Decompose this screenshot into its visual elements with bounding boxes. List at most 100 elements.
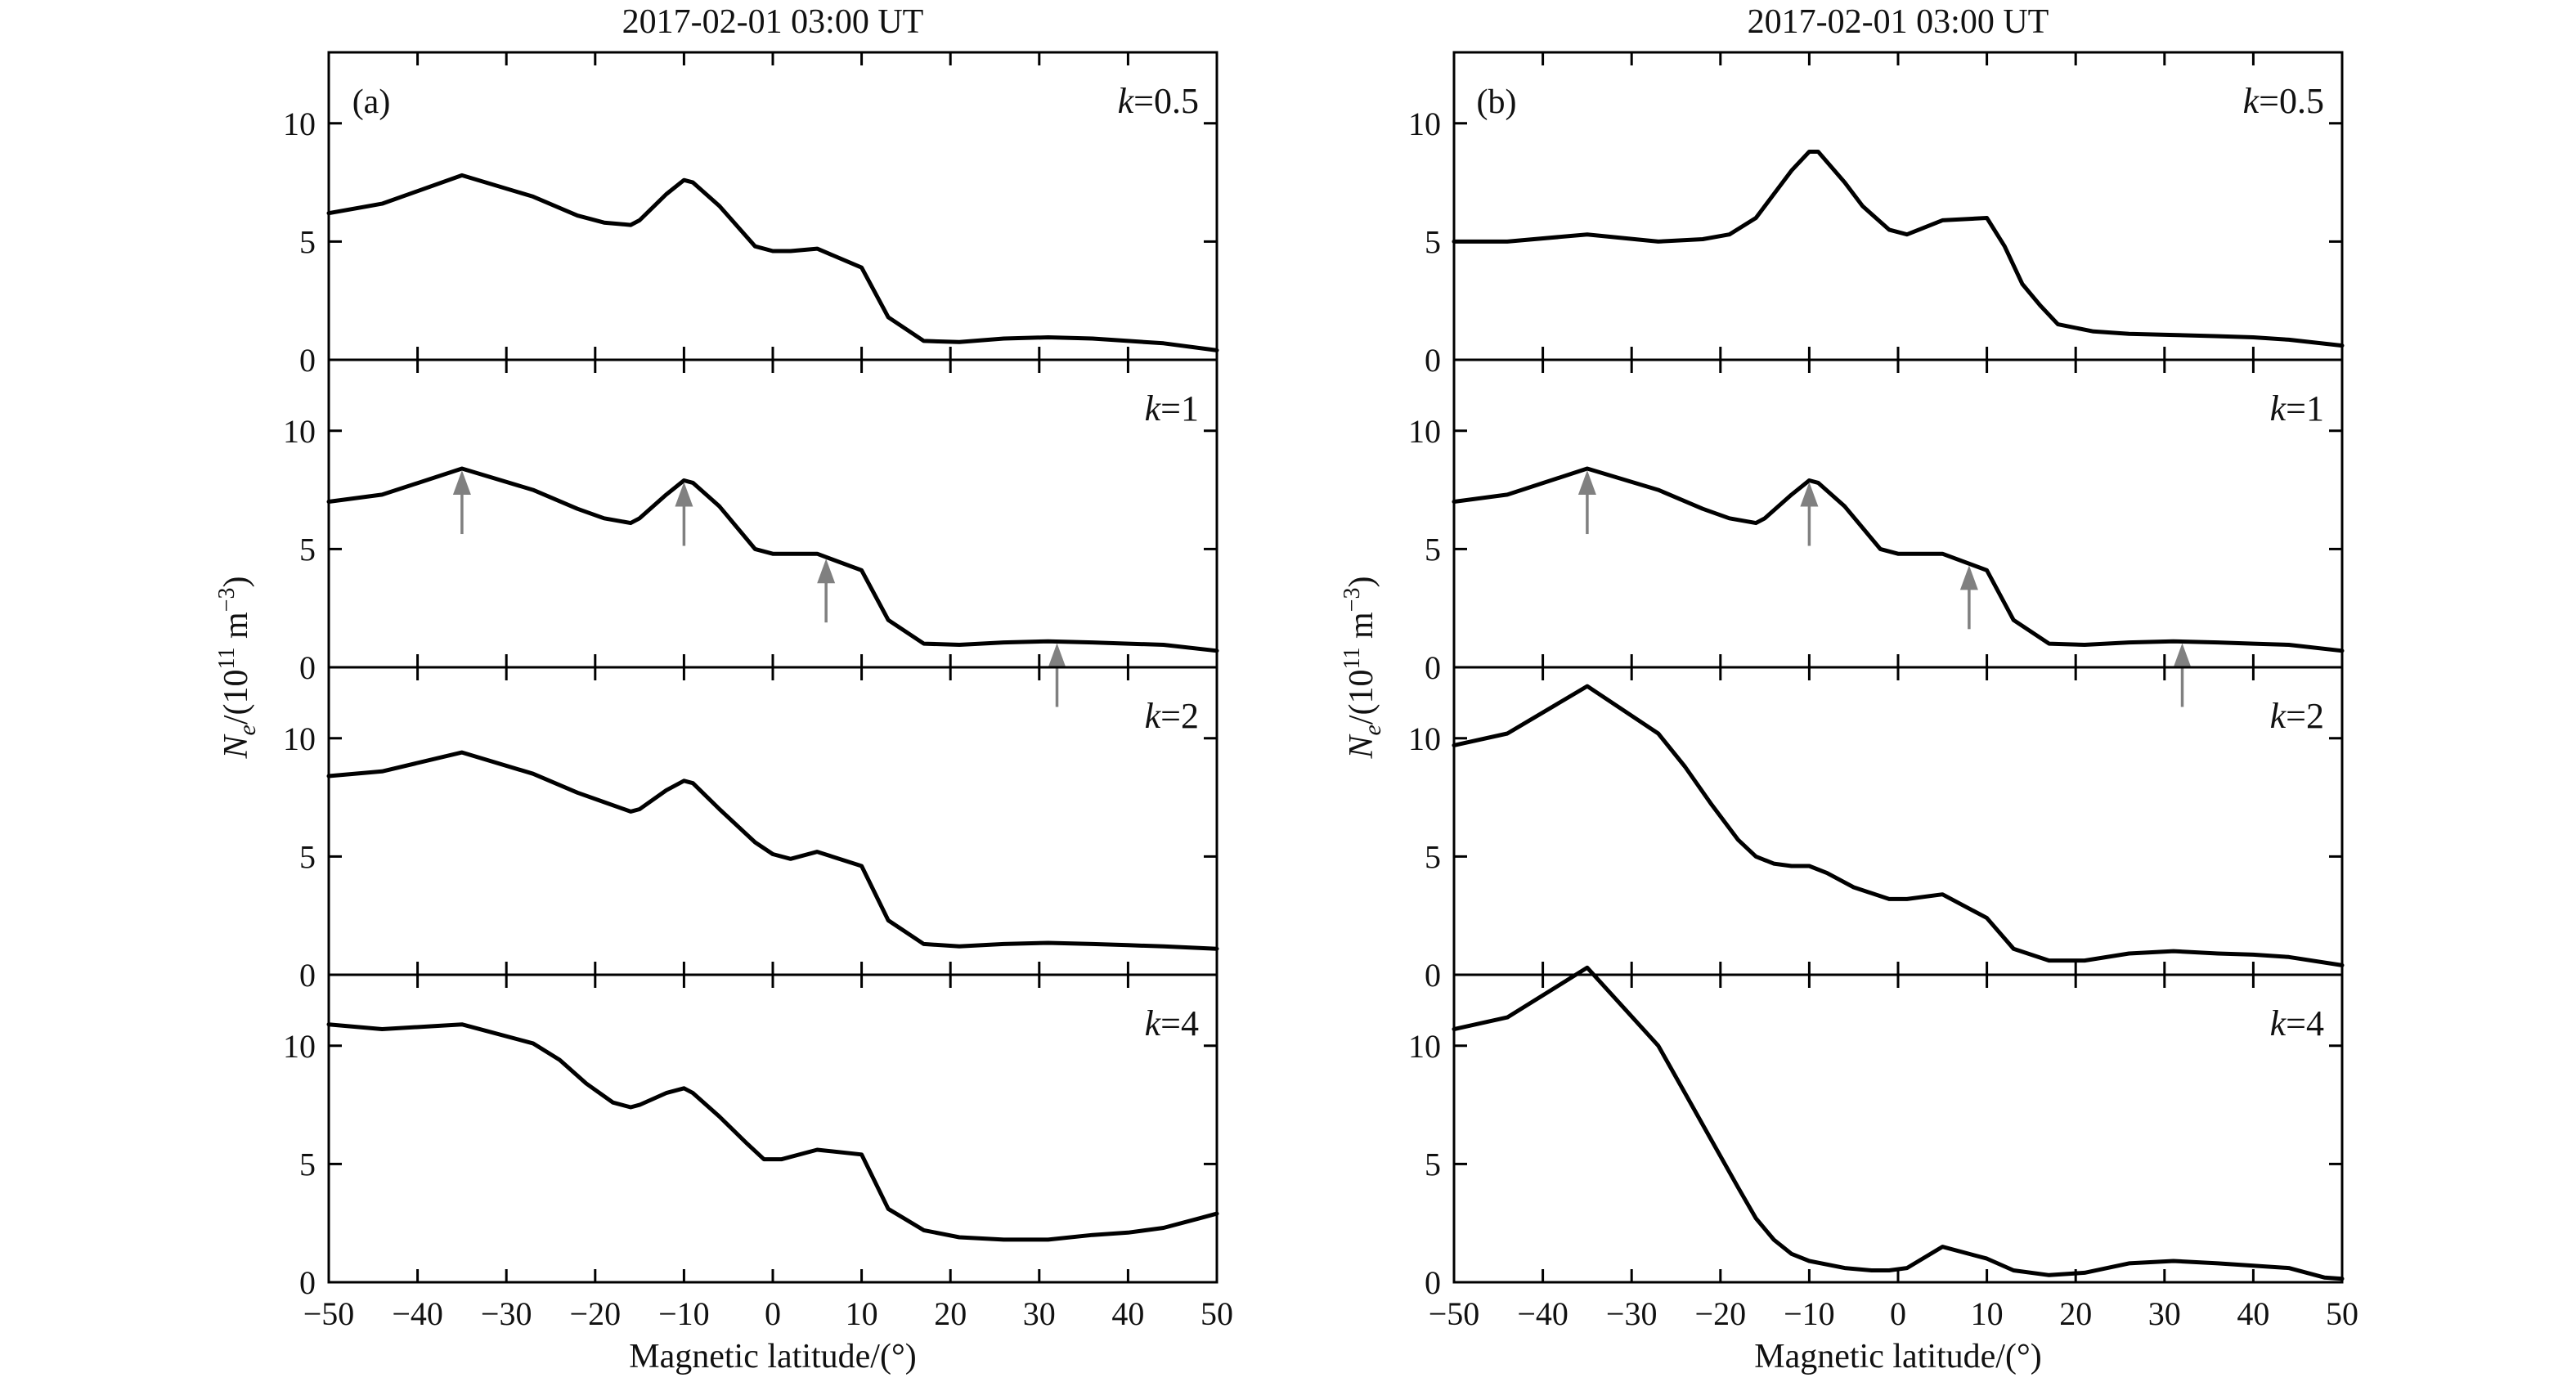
y-tick-label: 10 xyxy=(1408,413,1441,450)
subplot-k-0: 0 5 10 k=0.5 xyxy=(1408,52,2345,379)
arrow-head xyxy=(1048,643,1066,668)
k-label-symbol: k xyxy=(1118,81,1135,121)
y-tick-label: 5 xyxy=(299,223,316,260)
y-tick-label: 10 xyxy=(1408,720,1441,757)
peak-arrow xyxy=(817,559,836,623)
y-axis-label: Ne/(1011 m−3) xyxy=(1340,577,1386,760)
y-axis-label-subscript: e xyxy=(234,725,261,735)
y-tick-label: 5 xyxy=(1425,531,1441,568)
y-tick-label: 5 xyxy=(1425,1146,1441,1182)
ne-profile-line xyxy=(1452,150,2345,348)
k-label: k=2 xyxy=(2270,696,2324,736)
arrow-head xyxy=(1800,482,1819,507)
peak-arrow xyxy=(1800,482,1819,546)
y-axis-label-unit: /(10 xyxy=(1343,669,1380,725)
k-label: k=2 xyxy=(1145,696,1199,736)
y-tick-label: 10 xyxy=(1408,105,1441,142)
y-tick-label: 0 xyxy=(299,649,316,686)
y-tick-label: 0 xyxy=(1425,1264,1441,1301)
x-tick-label: −10 xyxy=(1784,1295,1835,1332)
y-axis-label-close: ) xyxy=(218,577,255,588)
peak-arrow xyxy=(2173,643,2192,707)
y-axis-label-close: ) xyxy=(1343,577,1380,588)
x-tick-label: −40 xyxy=(392,1295,443,1332)
y-axis-label-exponent: 11 xyxy=(1340,648,1365,670)
x-tick-label: 0 xyxy=(1890,1295,1906,1332)
chart-title: 2017-02-01 03:00 UT xyxy=(622,3,924,41)
y-tick-label: 0 xyxy=(299,342,316,379)
k-label-value: =2 xyxy=(2286,696,2324,736)
x-tick-label: 20 xyxy=(934,1295,967,1332)
y-axis-label-subscript: e xyxy=(1359,725,1386,735)
ne-profile-line xyxy=(1452,965,2345,1281)
y-axis-label-unit2: m xyxy=(218,612,255,648)
k-label: k=0.5 xyxy=(2243,81,2324,121)
y-tick-label: 10 xyxy=(283,720,316,757)
y-axis-label-symbol: N xyxy=(218,734,255,759)
k-label-value: =0.5 xyxy=(2259,81,2324,121)
panel-label: (b) xyxy=(1477,83,1517,121)
subplot-k-1: 0 5 10 k=1 xyxy=(283,358,1219,707)
k-label-symbol: k xyxy=(2270,1003,2287,1043)
y-axis-label-exponent2: −3 xyxy=(214,588,240,612)
y-tick-label: 5 xyxy=(1425,838,1441,875)
x-tick-label: 20 xyxy=(2059,1295,2092,1332)
subplot-k-2: 0 5 10 k=2 xyxy=(283,666,1219,994)
panel-label: (a) xyxy=(352,83,391,121)
x-tick-label: 30 xyxy=(1023,1295,1056,1332)
arrow-head xyxy=(675,482,693,507)
k-label: k=4 xyxy=(1145,1003,1199,1043)
ne-profile-line xyxy=(326,173,1219,352)
x-tick-label: −50 xyxy=(1429,1295,1480,1332)
ne-profile-line xyxy=(326,750,1219,951)
arrow-head xyxy=(452,470,471,496)
x-tick-label: 40 xyxy=(2237,1295,2269,1332)
y-tick-label: 0 xyxy=(299,957,316,994)
y-tick-label: 10 xyxy=(283,105,316,142)
k-label-symbol: k xyxy=(2270,696,2287,736)
y-tick-label: 0 xyxy=(1425,957,1441,994)
k-label-symbol: k xyxy=(1145,696,1162,736)
x-tick-label: 50 xyxy=(2326,1295,2358,1332)
y-tick-label: 10 xyxy=(1408,1028,1441,1065)
k-label-symbol: k xyxy=(1145,388,1162,429)
arrow-head xyxy=(1959,565,1978,590)
y-tick-label: 5 xyxy=(1425,223,1441,260)
arrow-head xyxy=(817,559,836,584)
ne-profile-line xyxy=(1452,684,2345,967)
x-tick-label: 50 xyxy=(1200,1295,1233,1332)
x-tick-label: −20 xyxy=(570,1295,622,1332)
k-label-value: =4 xyxy=(1160,1003,1199,1043)
x-tick-label: −40 xyxy=(1517,1295,1568,1332)
y-axis-label-symbol: N xyxy=(1343,734,1380,759)
peak-arrow xyxy=(675,482,693,546)
y-tick-label: 5 xyxy=(299,1146,316,1182)
y-tick-label: 0 xyxy=(1425,342,1441,379)
x-tick-label: −50 xyxy=(303,1295,355,1332)
x-tick-label: −30 xyxy=(1606,1295,1658,1332)
chart-panel-a: 2017-02-01 03:00 UT(a)0510k=0.50510k=105… xyxy=(214,3,1233,1375)
x-tick-label: −30 xyxy=(481,1295,532,1332)
subplot-k-3: 0 5 10 k=4 xyxy=(283,973,1219,1301)
ne-profile-line xyxy=(326,1022,1219,1242)
peak-arrow xyxy=(452,470,471,535)
k-label-symbol: k xyxy=(1145,1003,1162,1043)
chart-title: 2017-02-01 03:00 UT xyxy=(1748,3,2049,41)
y-tick-label: 0 xyxy=(1425,649,1441,686)
k-label-value: =1 xyxy=(2286,388,2324,429)
ne-profile-line xyxy=(326,466,1219,653)
y-tick-label: 0 xyxy=(299,1264,316,1301)
chart-panel-b: 2017-02-01 03:00 UT(b)0510k=0.50510k=105… xyxy=(1340,3,2358,1375)
x-tick-label: 0 xyxy=(765,1295,781,1332)
x-tick-label: −10 xyxy=(658,1295,710,1332)
k-label-value: =4 xyxy=(2286,1003,2324,1043)
arrow-head xyxy=(1577,470,1596,496)
ne-profile-line xyxy=(1452,466,2345,653)
subplot-k-3: 0 5 10 k=4 xyxy=(1408,965,2345,1301)
y-axis-label: Ne/(1011 m−3) xyxy=(214,577,261,760)
x-tick-label: 10 xyxy=(846,1295,878,1332)
x-axis-label: Magnetic latitude/(°) xyxy=(629,1338,917,1375)
k-label-symbol: k xyxy=(2270,388,2287,429)
y-tick-label: 5 xyxy=(299,531,316,568)
